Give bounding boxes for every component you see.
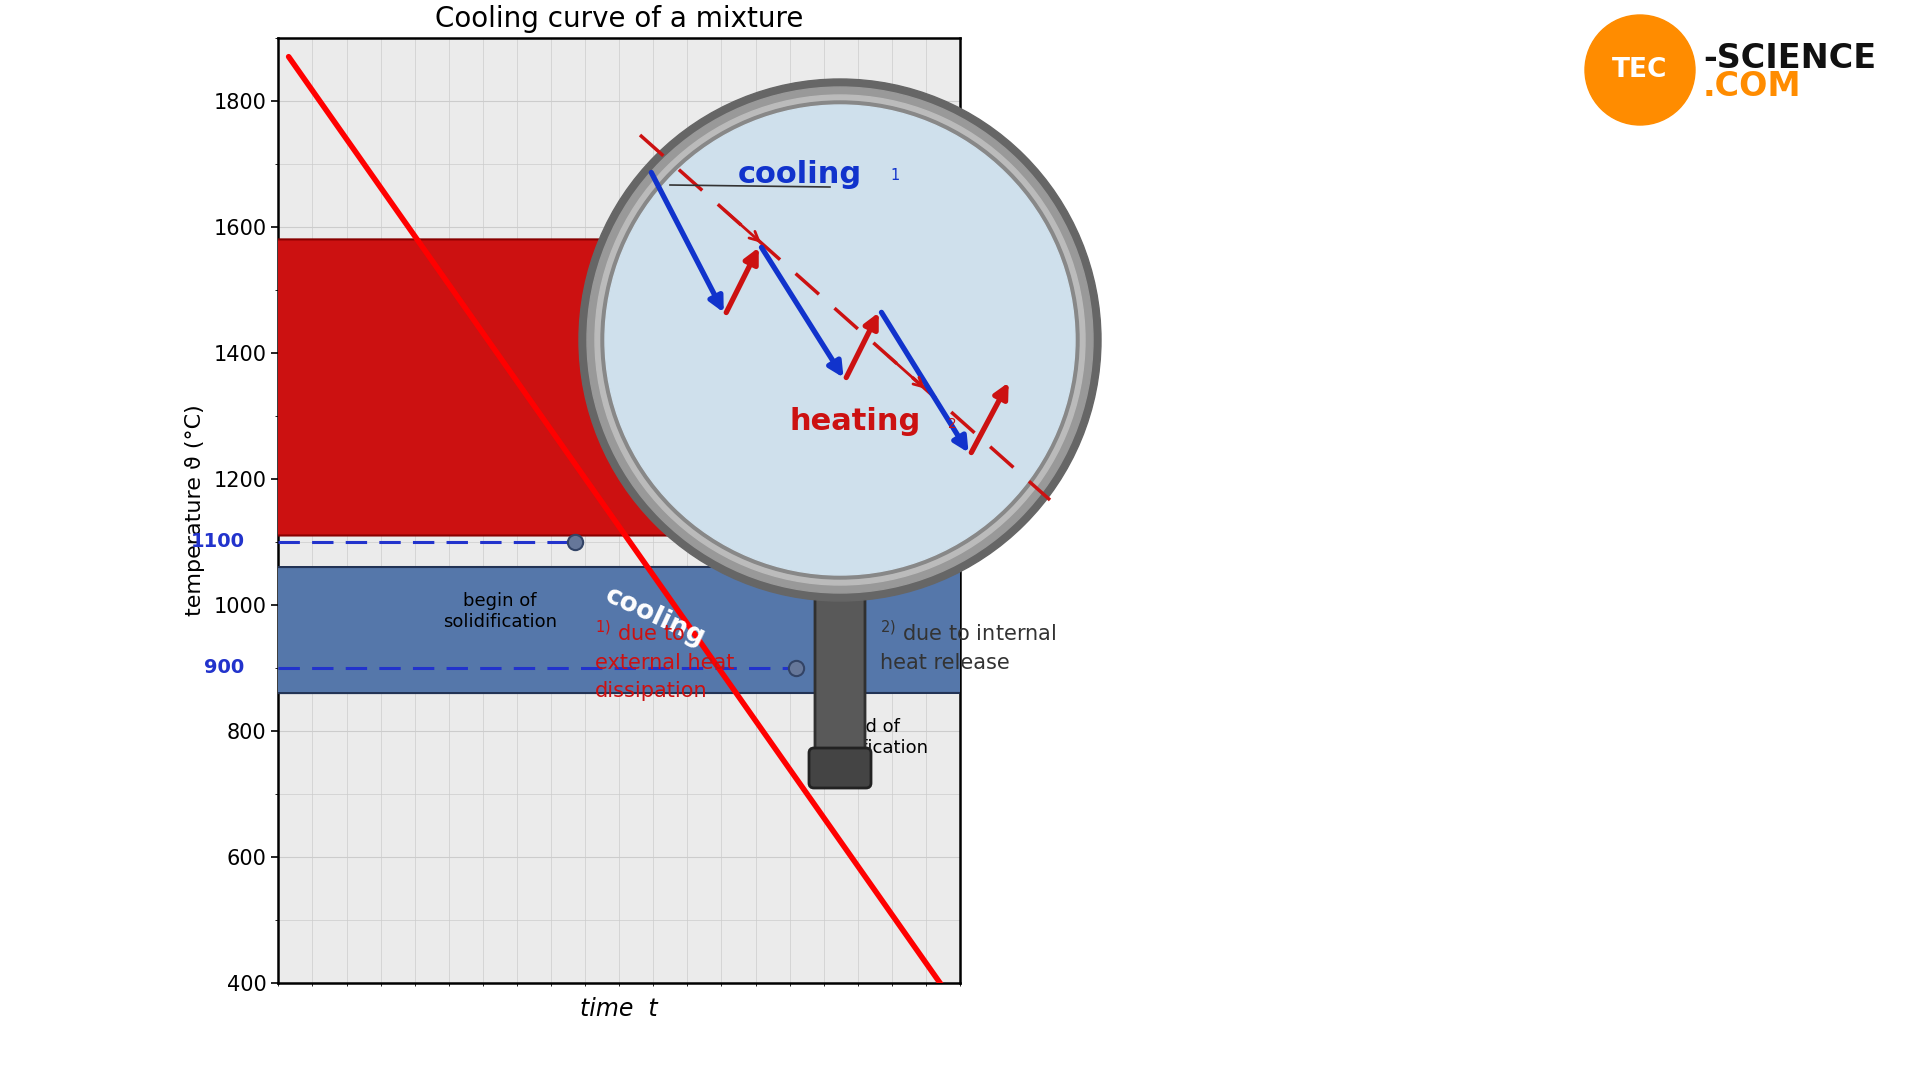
- Circle shape: [601, 102, 1079, 579]
- FancyBboxPatch shape: [814, 571, 866, 759]
- Text: TEC: TEC: [1613, 57, 1668, 83]
- Text: end of
solidification: end of solidification: [814, 718, 929, 757]
- Circle shape: [580, 79, 1100, 600]
- Circle shape: [588, 87, 1092, 593]
- Text: begin of
solidification: begin of solidification: [444, 592, 557, 631]
- X-axis label: time  t: time t: [580, 997, 659, 1022]
- Text: 1100: 1100: [190, 532, 244, 551]
- Text: $^{1)}$ due to
external heat
dissipation: $^{1)}$ due to external heat dissipation: [595, 620, 733, 701]
- Text: $^1$: $^1$: [891, 170, 900, 190]
- FancyArrow shape: [0, 240, 1920, 536]
- Text: $^2$: $^2$: [947, 418, 956, 437]
- Text: 900: 900: [204, 659, 244, 677]
- Circle shape: [605, 105, 1075, 575]
- Text: heating: heating: [789, 407, 920, 436]
- Text: -SCIENCE: -SCIENCE: [1703, 41, 1876, 75]
- Text: cooling: cooling: [601, 583, 708, 652]
- FancyBboxPatch shape: [808, 748, 872, 788]
- Text: .COM: .COM: [1703, 69, 1801, 103]
- Title: Cooling curve of a mixture: Cooling curve of a mixture: [436, 4, 803, 32]
- Text: cooling: cooling: [737, 160, 862, 189]
- Text: $^{2)}$ due to internal
heat release: $^{2)}$ due to internal heat release: [879, 620, 1056, 673]
- Text: crystallization
heat: crystallization heat: [611, 310, 728, 477]
- Circle shape: [595, 95, 1085, 585]
- FancyArrow shape: [0, 566, 1920, 694]
- Circle shape: [1586, 15, 1695, 125]
- Y-axis label: temperature ϑ (°C): temperature ϑ (°C): [184, 404, 205, 617]
